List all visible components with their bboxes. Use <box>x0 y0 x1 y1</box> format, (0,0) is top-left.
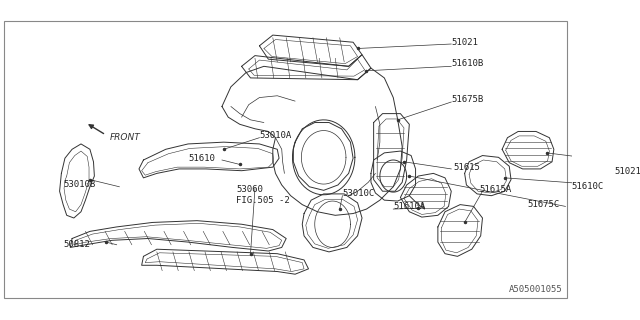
Text: 51615A: 51615A <box>480 185 512 194</box>
Text: A505001055: A505001055 <box>509 285 563 294</box>
Text: 51021A: 51021A <box>614 167 640 176</box>
Text: 51675B: 51675B <box>451 95 483 104</box>
Text: 50812: 50812 <box>63 240 90 249</box>
Text: 51610A: 51610A <box>393 202 426 211</box>
Text: FRONT: FRONT <box>109 133 140 142</box>
Text: 51675C: 51675C <box>527 200 559 209</box>
Text: 51610B: 51610B <box>451 59 483 68</box>
Text: FIG.505 -2: FIG.505 -2 <box>236 196 290 205</box>
Text: 53060: 53060 <box>236 185 263 194</box>
Text: 53010B: 53010B <box>63 180 95 189</box>
Text: 51610C: 51610C <box>572 182 604 191</box>
Text: 51610: 51610 <box>188 154 215 163</box>
Text: 53010A: 53010A <box>259 131 292 140</box>
Text: 51615: 51615 <box>453 163 480 172</box>
Text: 51021: 51021 <box>451 38 478 47</box>
Text: 53010C: 53010C <box>342 188 374 197</box>
